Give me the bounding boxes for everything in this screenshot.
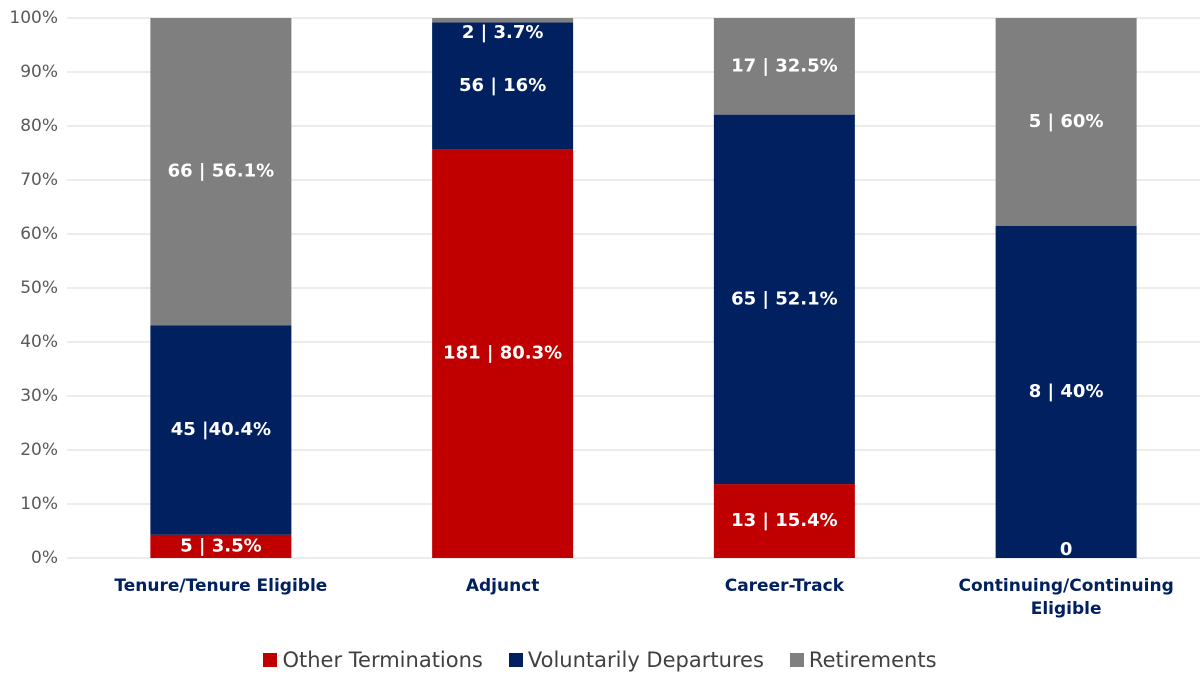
data-label: 13 | 15.4% — [731, 510, 838, 531]
data-label: 5 | 60% — [1029, 111, 1104, 132]
legend-swatch — [508, 653, 523, 667]
bar-segment — [432, 22, 574, 150]
legend-label: Retirements — [808, 648, 937, 672]
bar-segment — [432, 149, 574, 558]
plot: 0% 10% 20% 30% 40% 50% 60% 70% 80% 90% 100% 5 | 3.5… — [9, 8, 1200, 568]
y-tick-label: 0% — [31, 548, 58, 568]
y-tick-label: 70% — [20, 170, 58, 190]
y-tick-label: 80% — [20, 116, 58, 136]
bar-segment — [150, 325, 292, 535]
legend-item: Retirements — [789, 648, 937, 672]
bar-segment — [432, 18, 574, 23]
legend-item: Voluntarily Departures — [508, 648, 764, 672]
data-label: 2 | 3.7% — [462, 22, 544, 43]
y-tick-label: 10% — [20, 494, 58, 514]
legend: Other Terminations Voluntarily Departures… — [0, 648, 1200, 672]
bar-segment — [713, 18, 855, 115]
y-tick-label: 20% — [20, 440, 58, 460]
data-label: 8 | 40% — [1029, 381, 1104, 402]
bar-segment — [995, 225, 1137, 558]
data-label: 56 | 16% — [459, 75, 546, 96]
bar-segment — [150, 18, 292, 326]
data-label: 66 | 56.1% — [168, 161, 275, 182]
data-label: 17 | 32.5% — [731, 55, 838, 76]
y-tick-label: 40% — [20, 332, 58, 352]
y-tick-label: 100% — [9, 8, 58, 28]
bar-segment — [150, 534, 292, 558]
x-tick-label: Tenure/Tenure Eligible — [114, 576, 328, 596]
data-label: 45 |40.4% — [171, 419, 271, 440]
bar-segment — [713, 114, 855, 485]
x-tick-label: Career-Track — [724, 576, 845, 596]
data-label: 65 | 52.1% — [731, 288, 838, 309]
x-tick-label: Continuing/Continuing Eligible — [958, 576, 1174, 619]
legend-swatch — [263, 653, 278, 667]
y-tick-label: 30% — [20, 386, 58, 406]
legend-swatch — [789, 653, 804, 667]
data-label: 5 | 3.5% — [180, 535, 262, 556]
y-tick-label: 50% — [20, 278, 58, 298]
y-tick-label: 60% — [20, 224, 58, 244]
data-label: 0 — [1060, 539, 1073, 560]
legend-label: Other Terminations — [282, 648, 483, 672]
bar-segment — [713, 484, 855, 558]
data-label: 181 | 80.3% — [443, 343, 562, 364]
x-tick-label: Adjunct — [465, 576, 540, 596]
legend-item: Other Terminations — [263, 648, 483, 672]
bar-segment — [995, 18, 1137, 226]
legend-label: Voluntarily Departures — [527, 648, 764, 672]
y-tick-label: 90% — [20, 62, 58, 82]
